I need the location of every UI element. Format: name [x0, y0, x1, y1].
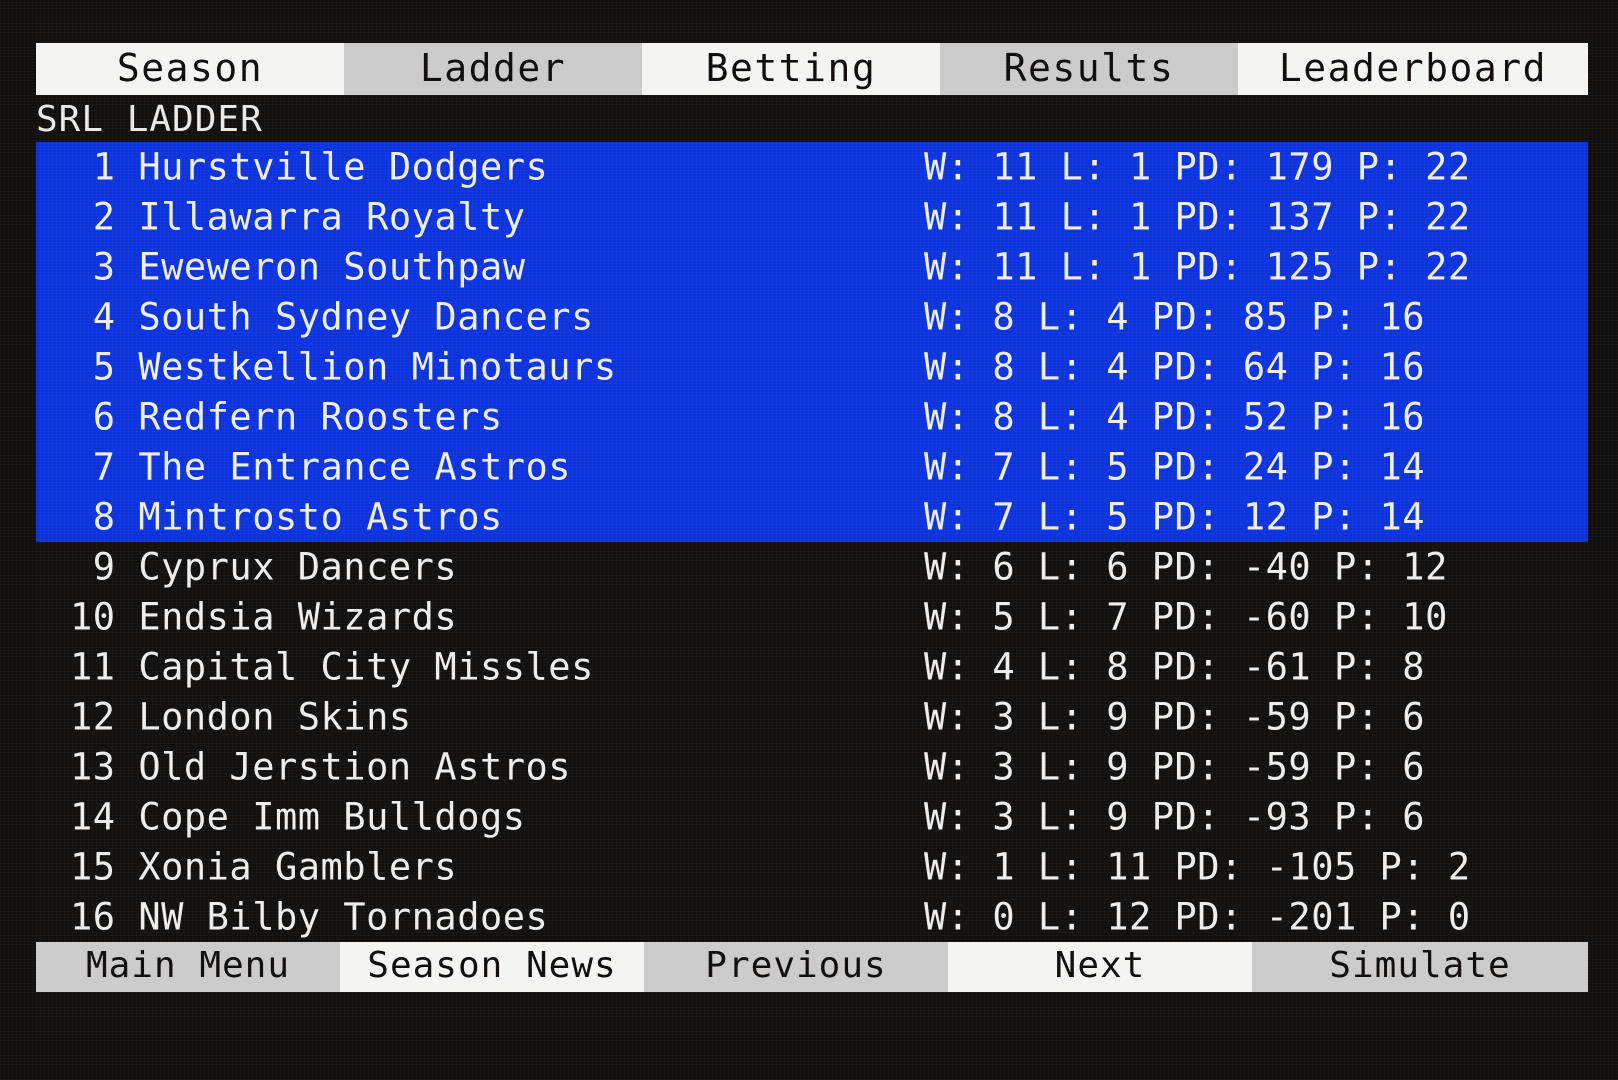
table-row[interactable]: 14 Cope Imm Bulldogs W: 3 L: 9 PD: -93 P:… — [36, 792, 1588, 842]
ladder-table: 1 Hurstville Dodgers W: 11 L: 1 PD: 179 P… — [36, 142, 1588, 942]
table-row[interactable]: 12 London Skins W: 3 L: 9 PD: -59 P: 6 — [36, 692, 1588, 742]
table-row[interactable]: 13 Old Jerstion Astros W: 3 L: 9 PD: -59 … — [36, 742, 1588, 792]
tab-results[interactable]: Results — [940, 43, 1238, 95]
page-title: SRL LADDER — [36, 99, 263, 140]
ladder-stats: W: 11 L: 1 PD: 179 P: 22 — [924, 145, 1471, 189]
ladder-rank-and-team: 2 Illawarra Royalty — [70, 195, 526, 239]
table-row[interactable]: 15 Xonia Gamblers W: 1 L: 11 PD: -105 P: … — [36, 842, 1588, 892]
table-row[interactable]: 1 Hurstville Dodgers W: 11 L: 1 PD: 179 P… — [36, 142, 1588, 192]
ladder-stats: W: 3 L: 9 PD: -59 P: 6 — [924, 695, 1426, 739]
ladder-rank-and-team: 14 Cope Imm Bulldogs — [70, 795, 526, 839]
action-button-bar: Main Menu Season News Previous Next Simulate — [36, 942, 1588, 992]
ladder-rank-and-team: 9 Cyprux Dancers — [70, 545, 458, 589]
ladder-rank-and-team: 8 Mintrosto Astros — [70, 495, 503, 539]
ladder-stats: W: 4 L: 8 PD: -61 P: 8 — [924, 645, 1426, 689]
ladder-rank-and-team: 7 The Entrance Astros — [70, 445, 572, 489]
ladder-stats: W: 7 L: 5 PD: 24 P: 14 — [924, 445, 1426, 489]
button-season-news[interactable]: Season News — [340, 942, 644, 992]
ladder-rank-and-team: 16 NW Bilby Tornadoes — [70, 895, 549, 939]
button-previous[interactable]: Previous — [644, 942, 948, 992]
tab-leaderboard[interactable]: Leaderboard — [1238, 43, 1588, 95]
table-row[interactable]: 16 NW Bilby Tornadoes W: 0 L: 12 PD: -201… — [36, 892, 1588, 942]
table-row[interactable]: 6 Redfern Roosters W: 8 L: 4 PD: 52 P: 16 — [36, 392, 1588, 442]
table-row[interactable]: 4 South Sydney Dancers W: 8 L: 4 PD: 85 P… — [36, 292, 1588, 342]
table-row[interactable]: 3 Eweweron Southpaw W: 11 L: 1 PD: 125 P:… — [36, 242, 1588, 292]
table-row[interactable]: 2 Illawarra Royalty W: 11 L: 1 PD: 137 P:… — [36, 192, 1588, 242]
ladder-rank-and-team: 1 Hurstville Dodgers — [70, 145, 549, 189]
ladder-rank-and-team: 15 Xonia Gamblers — [70, 845, 458, 889]
ladder-stats: W: 3 L: 9 PD: -93 P: 6 — [924, 795, 1426, 839]
ladder-stats: W: 8 L: 4 PD: 85 P: 16 — [924, 295, 1426, 339]
table-row[interactable]: 11 Capital City Missles W: 4 L: 8 PD: -61… — [36, 642, 1588, 692]
ladder-stats: W: 11 L: 1 PD: 137 P: 22 — [924, 195, 1471, 239]
ladder-stats: W: 8 L: 4 PD: 52 P: 16 — [924, 395, 1426, 439]
ladder-stats: W: 7 L: 5 PD: 12 P: 14 — [924, 495, 1426, 539]
ladder-stats: W: 3 L: 9 PD: -59 P: 6 — [924, 745, 1426, 789]
table-row[interactable]: 5 Westkellion Minotaurs W: 8 L: 4 PD: 64 … — [36, 342, 1588, 392]
table-row[interactable]: 10 Endsia Wizards W: 5 L: 7 PD: -60 P: 10 — [36, 592, 1588, 642]
ladder-rank-and-team: 10 Endsia Wizards — [70, 595, 458, 639]
ladder-stats: W: 11 L: 1 PD: 125 P: 22 — [924, 245, 1471, 289]
ladder-stats: W: 0 L: 12 PD: -201 P: 0 — [924, 895, 1471, 939]
ladder-rank-and-team: 5 Westkellion Minotaurs — [70, 345, 617, 389]
table-row[interactable]: 8 Mintrosto Astros W: 7 L: 5 PD: 12 P: 14 — [36, 492, 1588, 542]
table-row[interactable]: 7 The Entrance Astros W: 7 L: 5 PD: 24 P:… — [36, 442, 1588, 492]
ladder-rank-and-team: 11 Capital City Missles — [70, 645, 594, 689]
table-row[interactable]: 9 Cyprux Dancers W: 6 L: 6 PD: -40 P: 12 — [36, 542, 1588, 592]
app-window: Season Ladder Betting Results Leaderboard SR… — [36, 22, 1588, 1036]
ladder-rank-and-team: 12 London Skins — [70, 695, 412, 739]
ladder-rank-and-team: 3 Eweweron Southpaw — [70, 245, 526, 289]
tab-bar: Season Ladder Betting Results Leaderboard — [36, 43, 1588, 95]
ladder-rank-and-team: 4 South Sydney Dancers — [70, 295, 594, 339]
button-next[interactable]: Next — [948, 942, 1252, 992]
ladder-rank-and-team: 6 Redfern Roosters — [70, 395, 503, 439]
ladder-stats: W: 6 L: 6 PD: -40 P: 12 — [924, 545, 1448, 589]
tab-betting[interactable]: Betting — [642, 43, 940, 95]
ladder-stats: W: 1 L: 11 PD: -105 P: 2 — [924, 845, 1471, 889]
ladder-stats: W: 5 L: 7 PD: -60 P: 10 — [924, 595, 1448, 639]
ladder-rank-and-team: 13 Old Jerstion Astros — [70, 745, 572, 789]
ladder-stats: W: 8 L: 4 PD: 64 P: 16 — [924, 345, 1426, 389]
button-simulate[interactable]: Simulate — [1252, 942, 1588, 992]
tab-ladder[interactable]: Ladder — [344, 43, 642, 95]
tab-season[interactable]: Season — [36, 43, 344, 95]
button-main-menu[interactable]: Main Menu — [36, 942, 340, 992]
